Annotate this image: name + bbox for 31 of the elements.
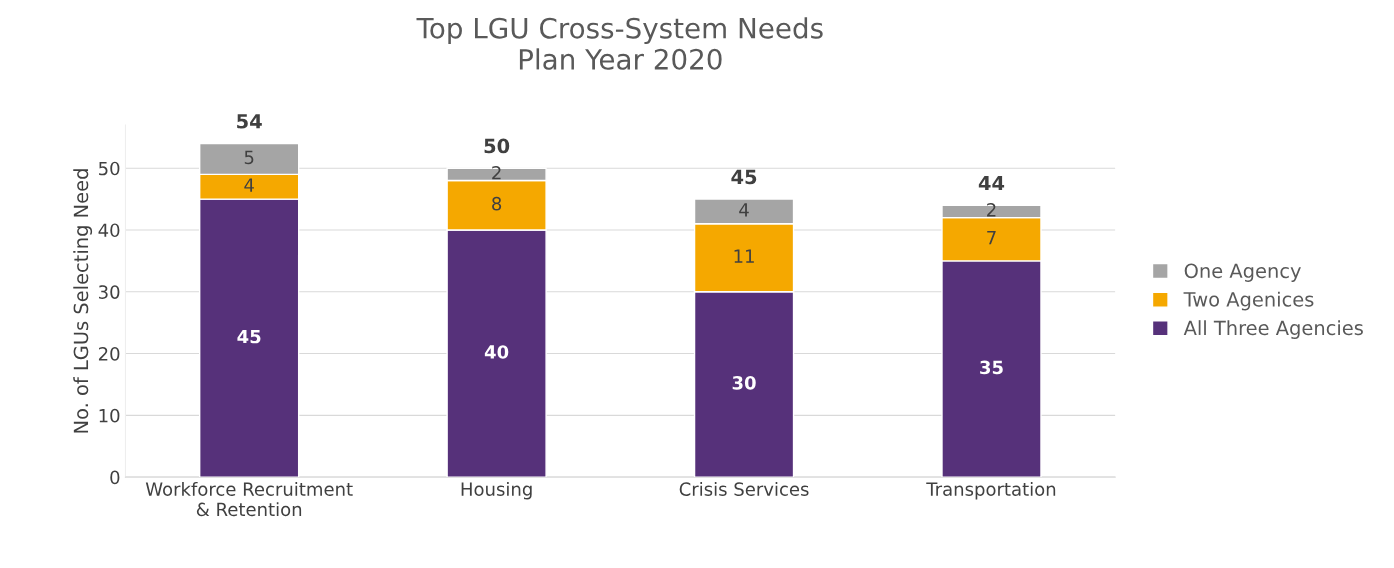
y-axis-title: No. of LGUs Selecting Need: [73, 169, 93, 433]
x-tick-label: Crisis Services: [679, 481, 809, 496]
x-tick-label: Transportation: [926, 481, 1056, 500]
y-tick-label: 40: [98, 223, 120, 238]
data-label: 35: [980, 360, 1003, 375]
data-label: 7: [987, 231, 996, 245]
total-label: 44: [978, 175, 1005, 191]
data-label: 4: [739, 203, 749, 217]
legend-label: All Three Agencies: [1183, 320, 1363, 339]
x-tick-label: Workforce Recruitment & Retention: [145, 481, 353, 517]
total-label: 54: [237, 114, 262, 129]
y-tick-label: 20: [98, 347, 120, 361]
total-label: 45: [731, 169, 757, 185]
legend-label: One Agency: [1184, 263, 1301, 282]
data-label: 4: [244, 178, 254, 192]
data-label: 40: [484, 345, 509, 359]
total-label: 50: [484, 138, 510, 154]
y-tick-label: 0: [110, 470, 120, 485]
data-label: 30: [732, 376, 756, 390]
data-label: 11: [734, 249, 754, 263]
chart-title: Top LGU Cross-System Needs Plan Year 2020: [416, 17, 823, 70]
legend-label: Two Agenices: [1183, 291, 1314, 311]
data-label: 2: [492, 165, 501, 180]
y-tick-label: 30: [99, 285, 120, 299]
data-label: 5: [244, 150, 254, 165]
data-label: 2: [987, 203, 996, 217]
x-tick-label: Housing: [461, 481, 532, 500]
y-tick-label: 50: [99, 161, 120, 176]
data-label: 8: [492, 196, 502, 211]
data-label: 45: [237, 329, 261, 344]
y-tick-label: 10: [99, 408, 120, 423]
